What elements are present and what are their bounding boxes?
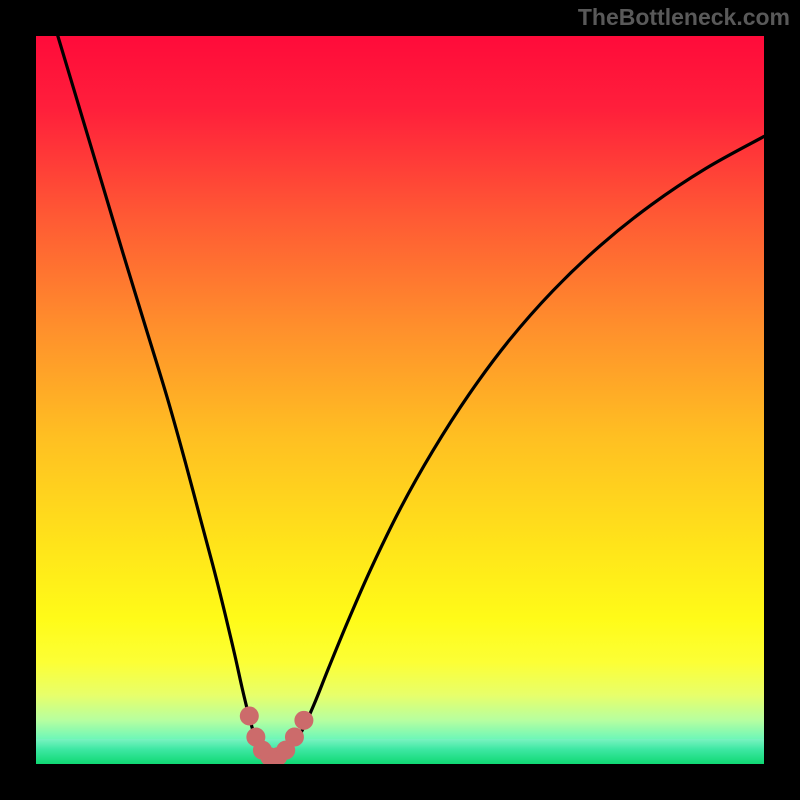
sweet-spot-marker	[240, 706, 259, 725]
chart-plot-area	[36, 36, 764, 764]
sweet-spot-marker	[285, 728, 304, 747]
curve-right	[273, 136, 764, 759]
sweet-spot-marker	[294, 711, 313, 730]
watermark-text: TheBottleneck.com	[578, 4, 790, 31]
bottleneck-curve	[36, 36, 764, 764]
curve-left	[58, 36, 273, 760]
